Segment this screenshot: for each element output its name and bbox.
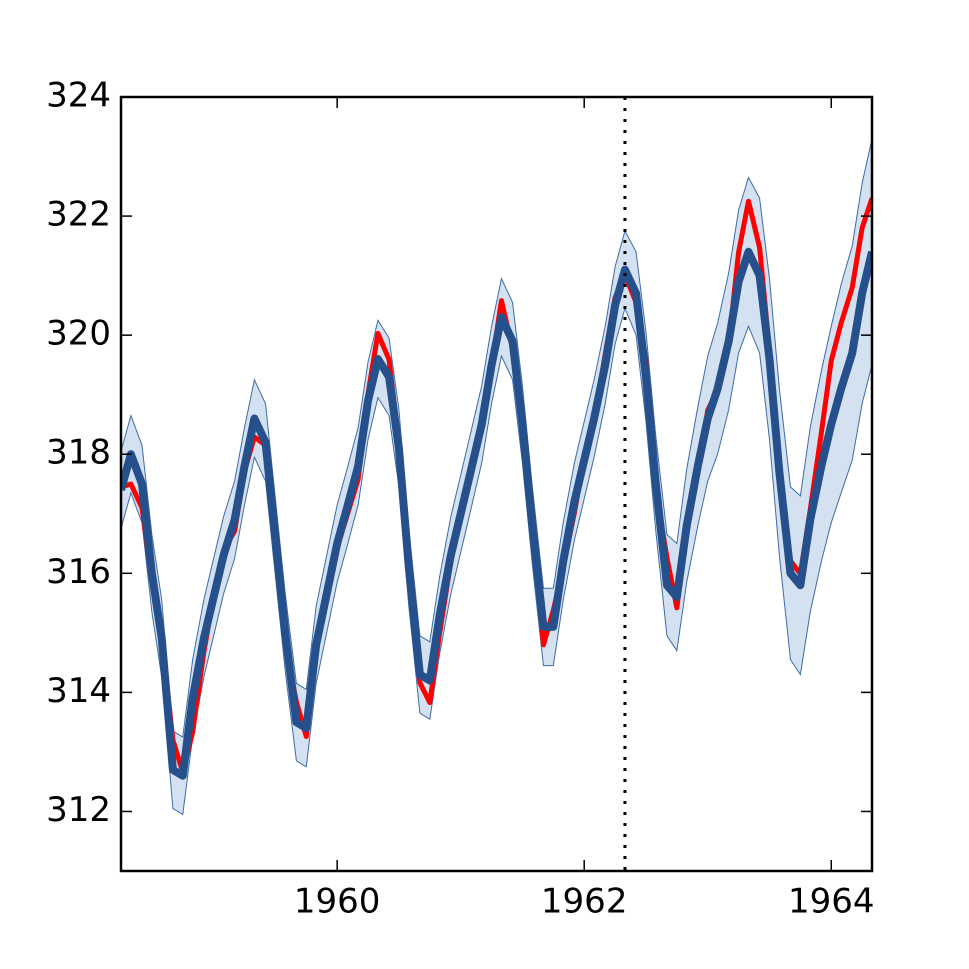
y-tick-label: 320 (46, 314, 111, 354)
x-tick-label: 1964 (788, 882, 875, 922)
data-line (121, 247, 872, 780)
y-tick-label: 314 (46, 671, 111, 711)
plot-area (121, 97, 872, 871)
x-tick-label: 1960 (294, 882, 381, 922)
axes: 312 314 316 318 320 322 324 1960 1962 1964 (46, 76, 874, 922)
x-tick-label: 1962 (541, 882, 628, 922)
y-tick-label: 322 (46, 195, 111, 235)
y-tick-label: 316 (46, 552, 111, 592)
axes-frame (119, 95, 874, 873)
y-tick-label: 318 (46, 433, 111, 473)
y-tick-label: 312 (46, 790, 111, 830)
y-tick-label: 324 (46, 76, 111, 116)
